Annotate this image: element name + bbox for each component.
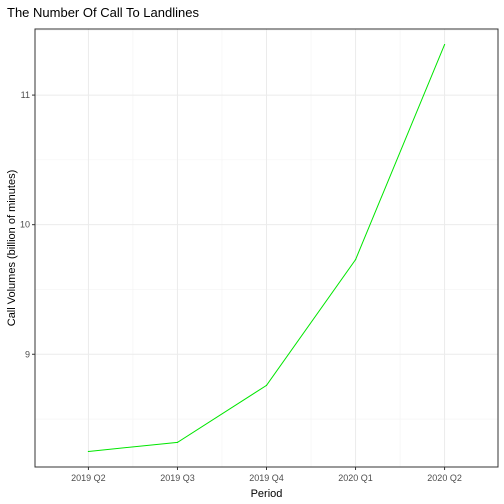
data-point bbox=[354, 259, 357, 261]
gridlines bbox=[35, 29, 498, 467]
y-tick-label: 10 bbox=[20, 220, 30, 230]
x-tick-label: 2020 Q1 bbox=[338, 473, 373, 483]
axis-ticks bbox=[32, 94, 446, 470]
x-axis-title: Period bbox=[251, 488, 283, 500]
y-tick-labels: 9 10 11 bbox=[20, 90, 30, 359]
x-tick-label: 2019 Q3 bbox=[160, 473, 195, 483]
data-point bbox=[87, 450, 90, 453]
x-tick-label: 2020 Q2 bbox=[427, 473, 462, 483]
y-tick-label: 9 bbox=[25, 349, 30, 359]
y-tick-label: 11 bbox=[21, 90, 30, 100]
y-axis-title: Call Volumes (billion of minutes) bbox=[6, 170, 18, 327]
x-tick-label: 2019 Q2 bbox=[71, 473, 106, 483]
series-lines bbox=[87, 43, 446, 453]
x-tick-labels: 2019 Q2 2019 Q3 2019 Q4 2020 Q1 2020 Q2 bbox=[71, 473, 462, 483]
data-point bbox=[443, 43, 446, 46]
data-point bbox=[265, 384, 268, 386]
x-tick-label: 2019 Q4 bbox=[249, 473, 284, 483]
chart-title: The Number Of Call To Landlines bbox=[7, 5, 199, 20]
data-point bbox=[176, 441, 179, 443]
